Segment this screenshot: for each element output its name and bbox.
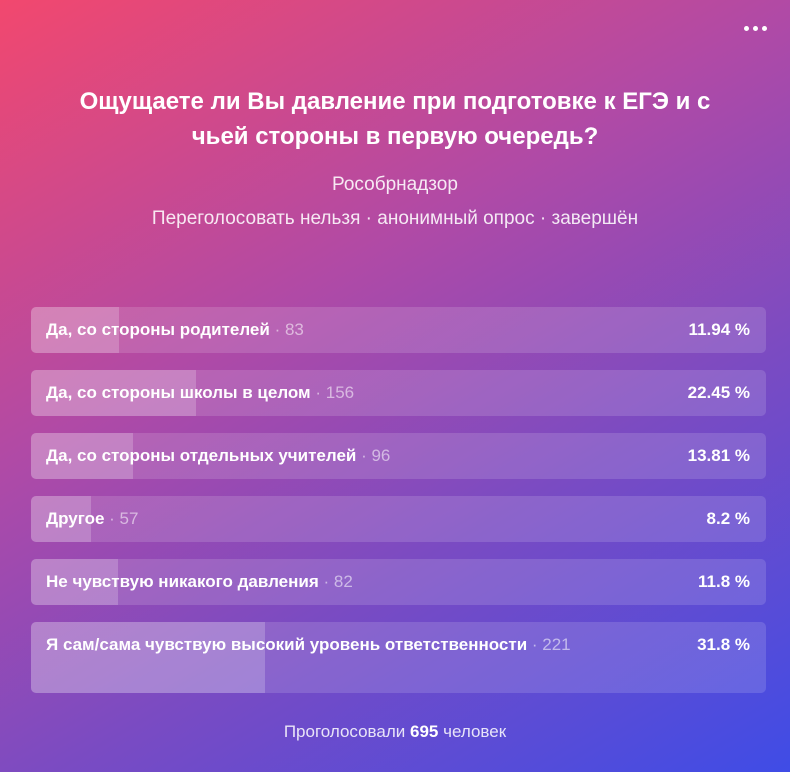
poll-option[interactable]: Да, со стороны отдельных учителей · 96 1… [31,433,766,479]
poll-option-fill [31,559,118,605]
poll-option-fill [31,496,92,542]
poll-option[interactable]: Я сам/сама чувствую высокий уровень отве… [31,622,766,693]
poll-option-label: Другое · 57 [46,507,646,531]
poll-option-text: Не чувствую никакого давления [46,572,319,591]
poll-option-percent: 11.8 % [698,572,750,591]
poll-question: Ощущаете ли Вы давление при подготовке к… [79,88,711,150]
poll-option-count: · 82 [323,572,353,591]
poll-option-percent: 11.94 % [688,320,750,339]
poll-option-label: Да, со стороны школы в целом · 156 [46,381,646,405]
poll-option-text: Да, со стороны отдельных учителей [46,446,357,465]
poll-total-voters: Проголосовали 695 человек [0,722,790,742]
poll-author: Рособрнадзор [332,174,458,195]
more-horizontal-icon [743,25,749,31]
poll-option-count: · 156 [315,383,355,402]
poll-option-fill [31,307,119,353]
poll-option-text: Да, со стороны школы в целом [46,383,311,402]
poll-option-fill [31,370,196,416]
poll-meta: Переголосовать нельзя · анонимный опрос … [151,208,639,229]
poll-option-fill [31,622,265,693]
poll-option-percent: 13.81 % [687,446,750,465]
poll-total-prefix: Проголосовали [283,722,406,741]
poll-option-count: · 221 [531,635,571,654]
poll-option[interactable]: Другое · 57 8.2 % [31,496,766,542]
poll-option-percent: 31.8 % [697,635,750,654]
poll-total-count: 695 [410,722,439,741]
poll-option[interactable]: Да, со стороны школы в целом · 156 22.45… [31,370,766,416]
poll-option[interactable]: Не чувствую никакого давления · 82 11.8 … [31,559,766,605]
poll-option[interactable]: Да, со стороны родителей · 83 11.94 % [31,307,766,353]
poll-option-count: · 57 [109,509,139,528]
poll-option-label: Не чувствую никакого давления · 82 [46,570,646,594]
poll-option-label: Да, со стороны отдельных учителей · 96 [46,444,646,468]
poll-total-suffix: человек [443,722,507,741]
poll-options-list: Да, со стороны родителей · 83 11.94 % Да… [31,307,766,710]
poll-option-count: · 83 [274,320,304,339]
poll-option-text: Другое [46,509,105,528]
poll-option-fill [31,433,133,479]
more-horizontal-icon [761,25,767,31]
more-options-button[interactable] [738,14,772,42]
poll-option-text: Я сам/сама чувствую высокий уровень отве… [46,635,528,654]
poll-option-label: Да, со стороны родителей · 83 [46,318,646,342]
poll-option-percent: 8.2 % [706,509,750,528]
poll-option-count: · 96 [361,446,391,465]
more-horizontal-icon [752,25,758,31]
poll-option-percent: 22.45 % [687,383,750,402]
poll-option-label: Я сам/сама чувствую высокий уровень отве… [46,633,646,657]
poll-option-text: Да, со стороны родителей [46,320,270,339]
